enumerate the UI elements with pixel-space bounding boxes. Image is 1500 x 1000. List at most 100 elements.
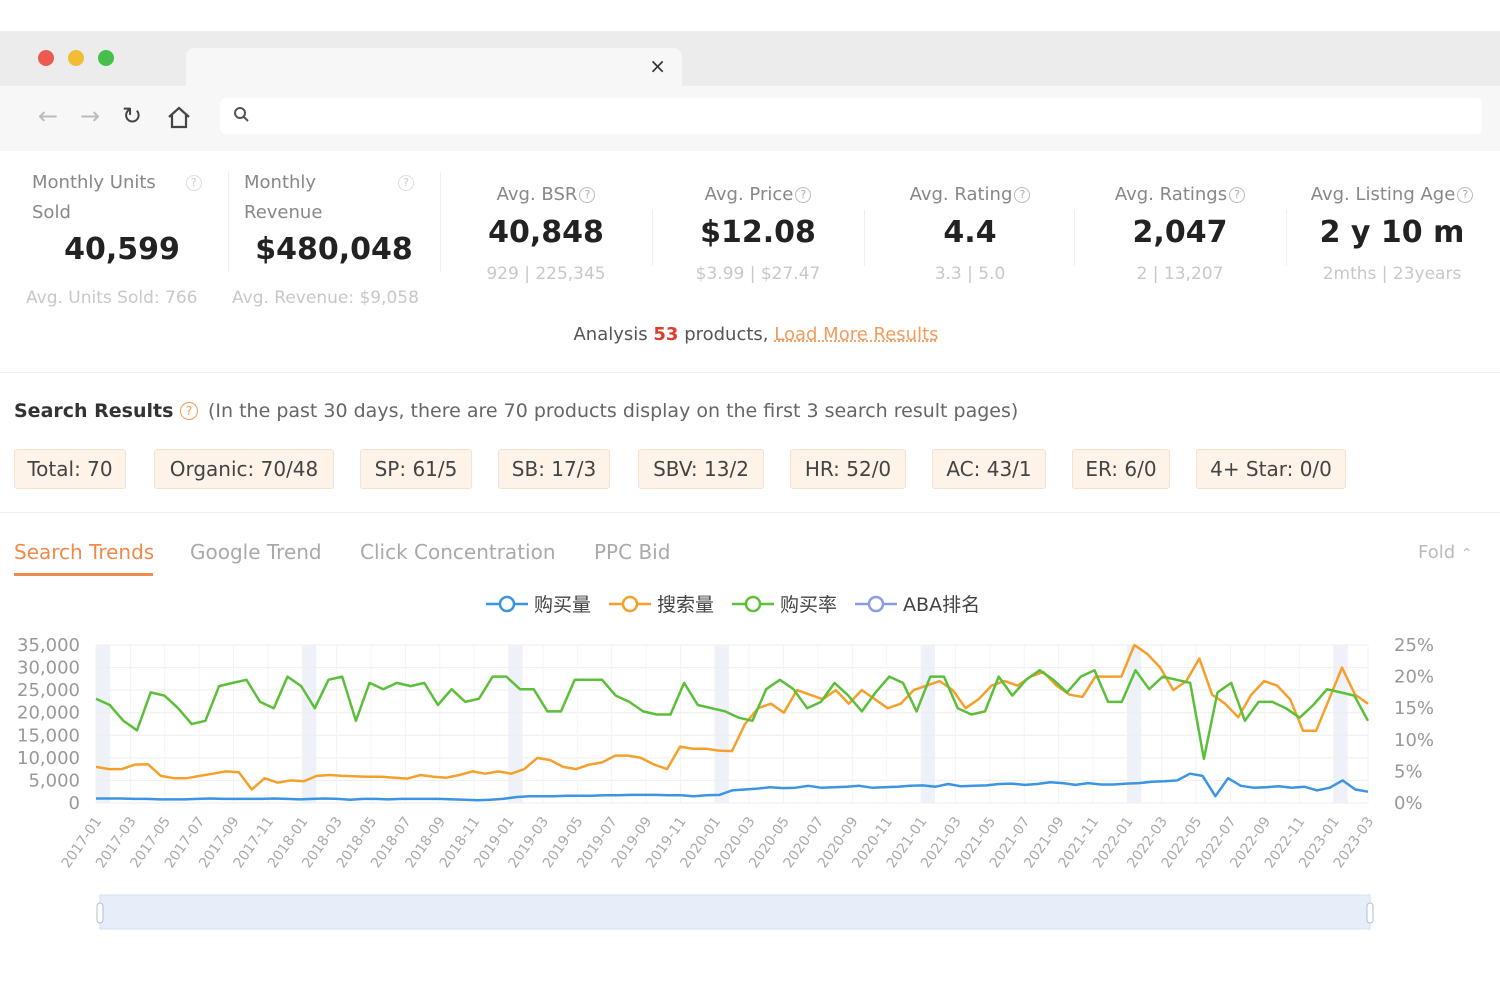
divider (228, 172, 229, 272)
series-line (95, 669, 1370, 761)
series-line (95, 643, 1369, 791)
legend-label: 购买量 (534, 594, 592, 616)
search-icon (234, 107, 249, 122)
zoom-handle-left (96, 902, 104, 924)
help-icon[interactable]: ? (1229, 187, 1246, 203)
reload-icon[interactable]: ↻ (122, 102, 143, 130)
y-right-tick-label: 25% (1394, 635, 1434, 656)
legend-purchase-volume[interactable]: 购买量 (486, 590, 591, 617)
help-icon[interactable]: ? (180, 402, 199, 420)
grid-band (1127, 645, 1142, 803)
help-icon[interactable]: ? (398, 175, 415, 191)
tab-ppc-bid[interactable]: PPC Bid (594, 540, 671, 564)
chip-sbv[interactable]: SBV: 13/2 (638, 449, 764, 489)
legend-marker-icon (486, 595, 528, 612)
stat-value-wrap: $480,048 (234, 232, 434, 267)
stat-value-wrap: 40,599 (22, 232, 222, 267)
divider (440, 172, 441, 272)
y-left-tick-label: 35,000 (17, 635, 80, 656)
stat-sub: Avg. Units Sold: 766 (26, 288, 198, 308)
legend-search-volume[interactable]: 搜索量 (609, 590, 714, 617)
y-right-tick-label: 0% (1394, 793, 1423, 814)
grid-band (921, 645, 936, 803)
search-results-label: Search Results (14, 400, 174, 422)
zoom-slider (99, 894, 1371, 930)
help-icon[interactable]: ? (185, 175, 202, 191)
stat-sub: 929 | 225,345 (486, 264, 606, 284)
help-icon[interactable]: ? (795, 187, 812, 203)
back-icon[interactable]: ← (38, 102, 59, 130)
window-controls (38, 50, 114, 66)
tab-search-trends[interactable]: Search Trends (14, 540, 155, 564)
divider (1286, 210, 1287, 266)
y-right-tick-label: 15% (1394, 698, 1434, 719)
stat-label: Monthly (244, 172, 317, 193)
y-left-tick-label: 0 (69, 793, 80, 814)
legend-label: ABA排名 (903, 594, 981, 616)
stat-monthly-revenue: Monthly? Revenue (232, 168, 432, 228)
divider (652, 210, 653, 266)
legend-marker-icon (732, 595, 775, 612)
stat-label: Avg. BSR (496, 184, 578, 205)
address-bar[interactable] (220, 98, 1482, 134)
stat-label: Monthly Units (32, 172, 156, 193)
legend-aba-rank[interactable]: ABA排名 (855, 590, 980, 617)
legend-purchase-rate[interactable]: 购买率 (732, 590, 837, 617)
chip-ac[interactable]: AC: 43/1 (932, 449, 1046, 489)
chevron-up-icon: ⌃ (1460, 546, 1473, 562)
stat-sub: 3.3 | 5.0 (934, 264, 1006, 284)
analysis-summary: Analysis 53 products, Load More Results (0, 324, 1500, 345)
chip-total[interactable]: Total: 70 (14, 449, 126, 489)
legend-label: 购买率 (780, 594, 838, 616)
stat-label: Avg. Ratings (1114, 184, 1228, 205)
chip-4-star[interactable]: 4+ Star: 0/0 (1196, 449, 1346, 489)
stat-avg-bsr: Avg. BSR? 40,848 929 | 225,345 (440, 184, 652, 284)
y-left-tick-label: 25,000 (17, 680, 80, 701)
stat-label: Avg. Price (704, 184, 794, 205)
maximize-window-button[interactable] (98, 50, 114, 66)
help-icon[interactable]: ? (579, 187, 596, 203)
forward-icon[interactable]: → (80, 102, 101, 130)
y-right-tick-label: 10% (1394, 730, 1434, 751)
stat-value: $480,048 (255, 232, 413, 267)
search-results-description: (In the past 30 days, there are 70 produ… (208, 400, 1019, 422)
grid-band (302, 645, 317, 803)
stat-avg-price: Avg. Price? $12.08 $3.99 | $27.47 (652, 184, 864, 284)
browser-tab[interactable]: × (186, 48, 682, 86)
tab-click-concentration[interactable]: Click Concentration (360, 540, 556, 564)
stat-sub: 2mths | 23years (1322, 264, 1462, 284)
stat-value: 2 y 10 m (1319, 215, 1465, 250)
fold-toggle[interactable]: Fold ⌃ (1418, 542, 1473, 563)
chip-hr[interactable]: HR: 52/0 (790, 449, 906, 489)
legend-marker-icon (609, 595, 652, 612)
help-icon[interactable]: ? (1457, 187, 1474, 203)
stat-label-line2: Sold (32, 202, 71, 223)
analysis-middle: products, (684, 324, 769, 345)
stat-label: Avg. Listing Age (1310, 184, 1456, 205)
tab-google-trend[interactable]: Google Trend (190, 540, 322, 564)
chip-sb[interactable]: SB: 17/3 (498, 449, 610, 489)
stat-value: $12.08 (700, 215, 816, 250)
load-more-link[interactable]: Load More Results (774, 324, 939, 345)
chip-er[interactable]: ER: 6/0 (1072, 449, 1170, 489)
stat-value: 40,848 (488, 215, 604, 250)
y-left-tick-label: 5,000 (28, 770, 80, 791)
series-line (96, 772, 1369, 802)
grid-band (714, 645, 729, 803)
tab-close-icon[interactable]: × (649, 54, 666, 78)
chart-legend: 购买量 搜索量 购买率 ABA排名 (486, 590, 980, 617)
close-window-button[interactable] (38, 50, 54, 66)
chip-organic[interactable]: Organic: 70/48 (154, 449, 334, 489)
search-trends-chart: 35,00030,00025,00020,00015,00010,0005,00… (17, 635, 1434, 930)
stat-sub: Avg. Revenue: $9,058 (232, 288, 419, 308)
y-right-tick-label: 20% (1394, 667, 1434, 688)
help-icon[interactable]: ? (1014, 187, 1031, 203)
minimize-window-button[interactable] (68, 50, 84, 66)
fold-label: Fold (1418, 542, 1456, 563)
chip-sp[interactable]: SP: 61/5 (360, 449, 472, 489)
legend-label: 搜索量 (657, 594, 715, 616)
y-left-tick-label: 30,000 (17, 658, 80, 679)
y-left-tick-label: 15,000 (17, 725, 80, 746)
home-icon[interactable] (166, 104, 192, 130)
grid-band (1333, 645, 1348, 803)
